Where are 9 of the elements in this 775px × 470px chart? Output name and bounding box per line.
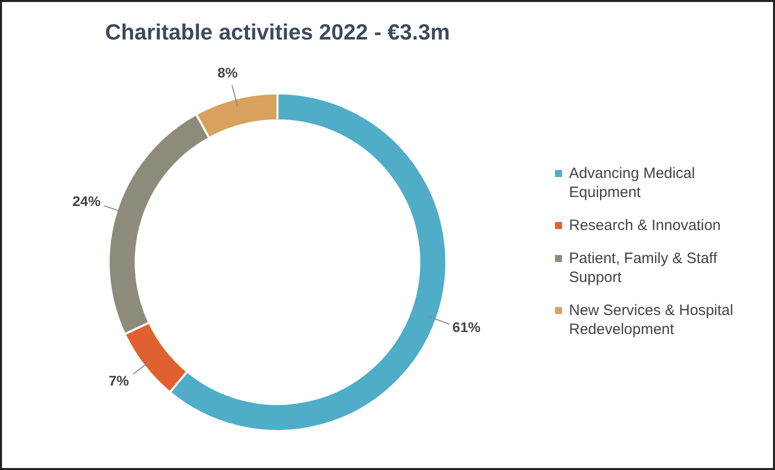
data-label: 7%	[108, 372, 130, 388]
data-label: 24%	[72, 192, 102, 209]
data-label: 61%	[452, 319, 481, 336]
chart-title: Charitable activities 2022 - €3.3m	[105, 19, 450, 44]
legend-label: Research & Innovation	[569, 216, 721, 235]
legend-label: New Services & Hospital Redevelopment	[569, 301, 734, 339]
legend-label: Advancing Medical Equipment	[569, 164, 696, 202]
legend-label: Patient, Family & Staff Support	[569, 249, 718, 287]
data-label: 8%	[217, 64, 238, 80]
